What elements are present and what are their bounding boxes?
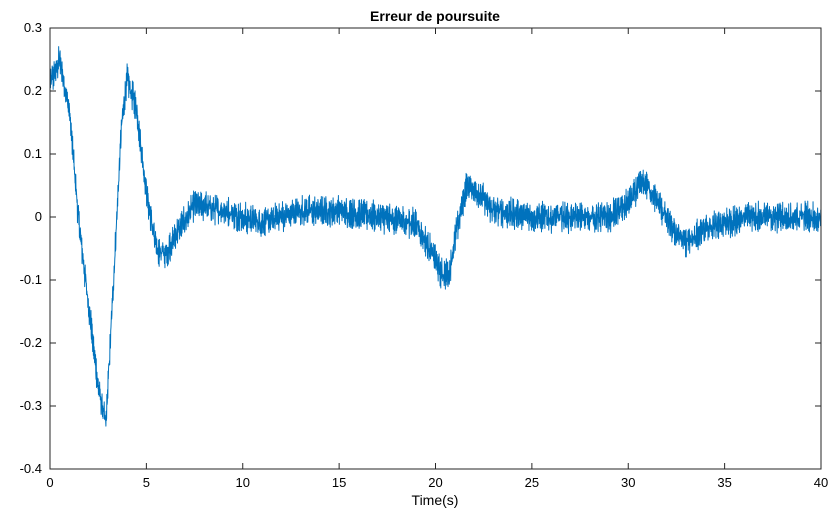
x-tick-label: 0 <box>46 475 53 490</box>
chart-title: Erreur de poursuite <box>370 8 500 24</box>
y-tick-label: -0.2 <box>20 335 42 350</box>
x-tick-label: 20 <box>428 475 442 490</box>
x-tick-label: 30 <box>621 475 635 490</box>
series-layer <box>49 46 822 427</box>
x-axis-label: Time(s) <box>412 492 459 508</box>
plot-area-frame <box>49 27 822 470</box>
x-tick-label: 25 <box>525 475 539 490</box>
x-tick-label: 15 <box>332 475 346 490</box>
y-tick-label: -0.3 <box>20 398 42 413</box>
x-axis-ticks: 0 5 10 15 20 25 30 35 40 <box>46 28 828 490</box>
x-tick-label: 40 <box>814 475 828 490</box>
y-tick-label: -0.1 <box>20 272 42 287</box>
series-line <box>49 46 822 427</box>
y-tick-label: 0.1 <box>24 146 42 161</box>
x-tick-label: 35 <box>717 475 731 490</box>
y-axis-ticks: 0.3 0.2 0.1 0 -0.1 -0.2 -0.3 -0.4 <box>20 20 821 476</box>
y-tick-label: -0.4 <box>20 461 42 476</box>
y-tick-label: 0.3 <box>24 20 42 35</box>
x-tick-label: 5 <box>143 475 150 490</box>
y-tick-label: 0 <box>35 209 42 224</box>
y-tick-label: 0.2 <box>24 83 42 98</box>
x-tick-label: 10 <box>236 475 250 490</box>
